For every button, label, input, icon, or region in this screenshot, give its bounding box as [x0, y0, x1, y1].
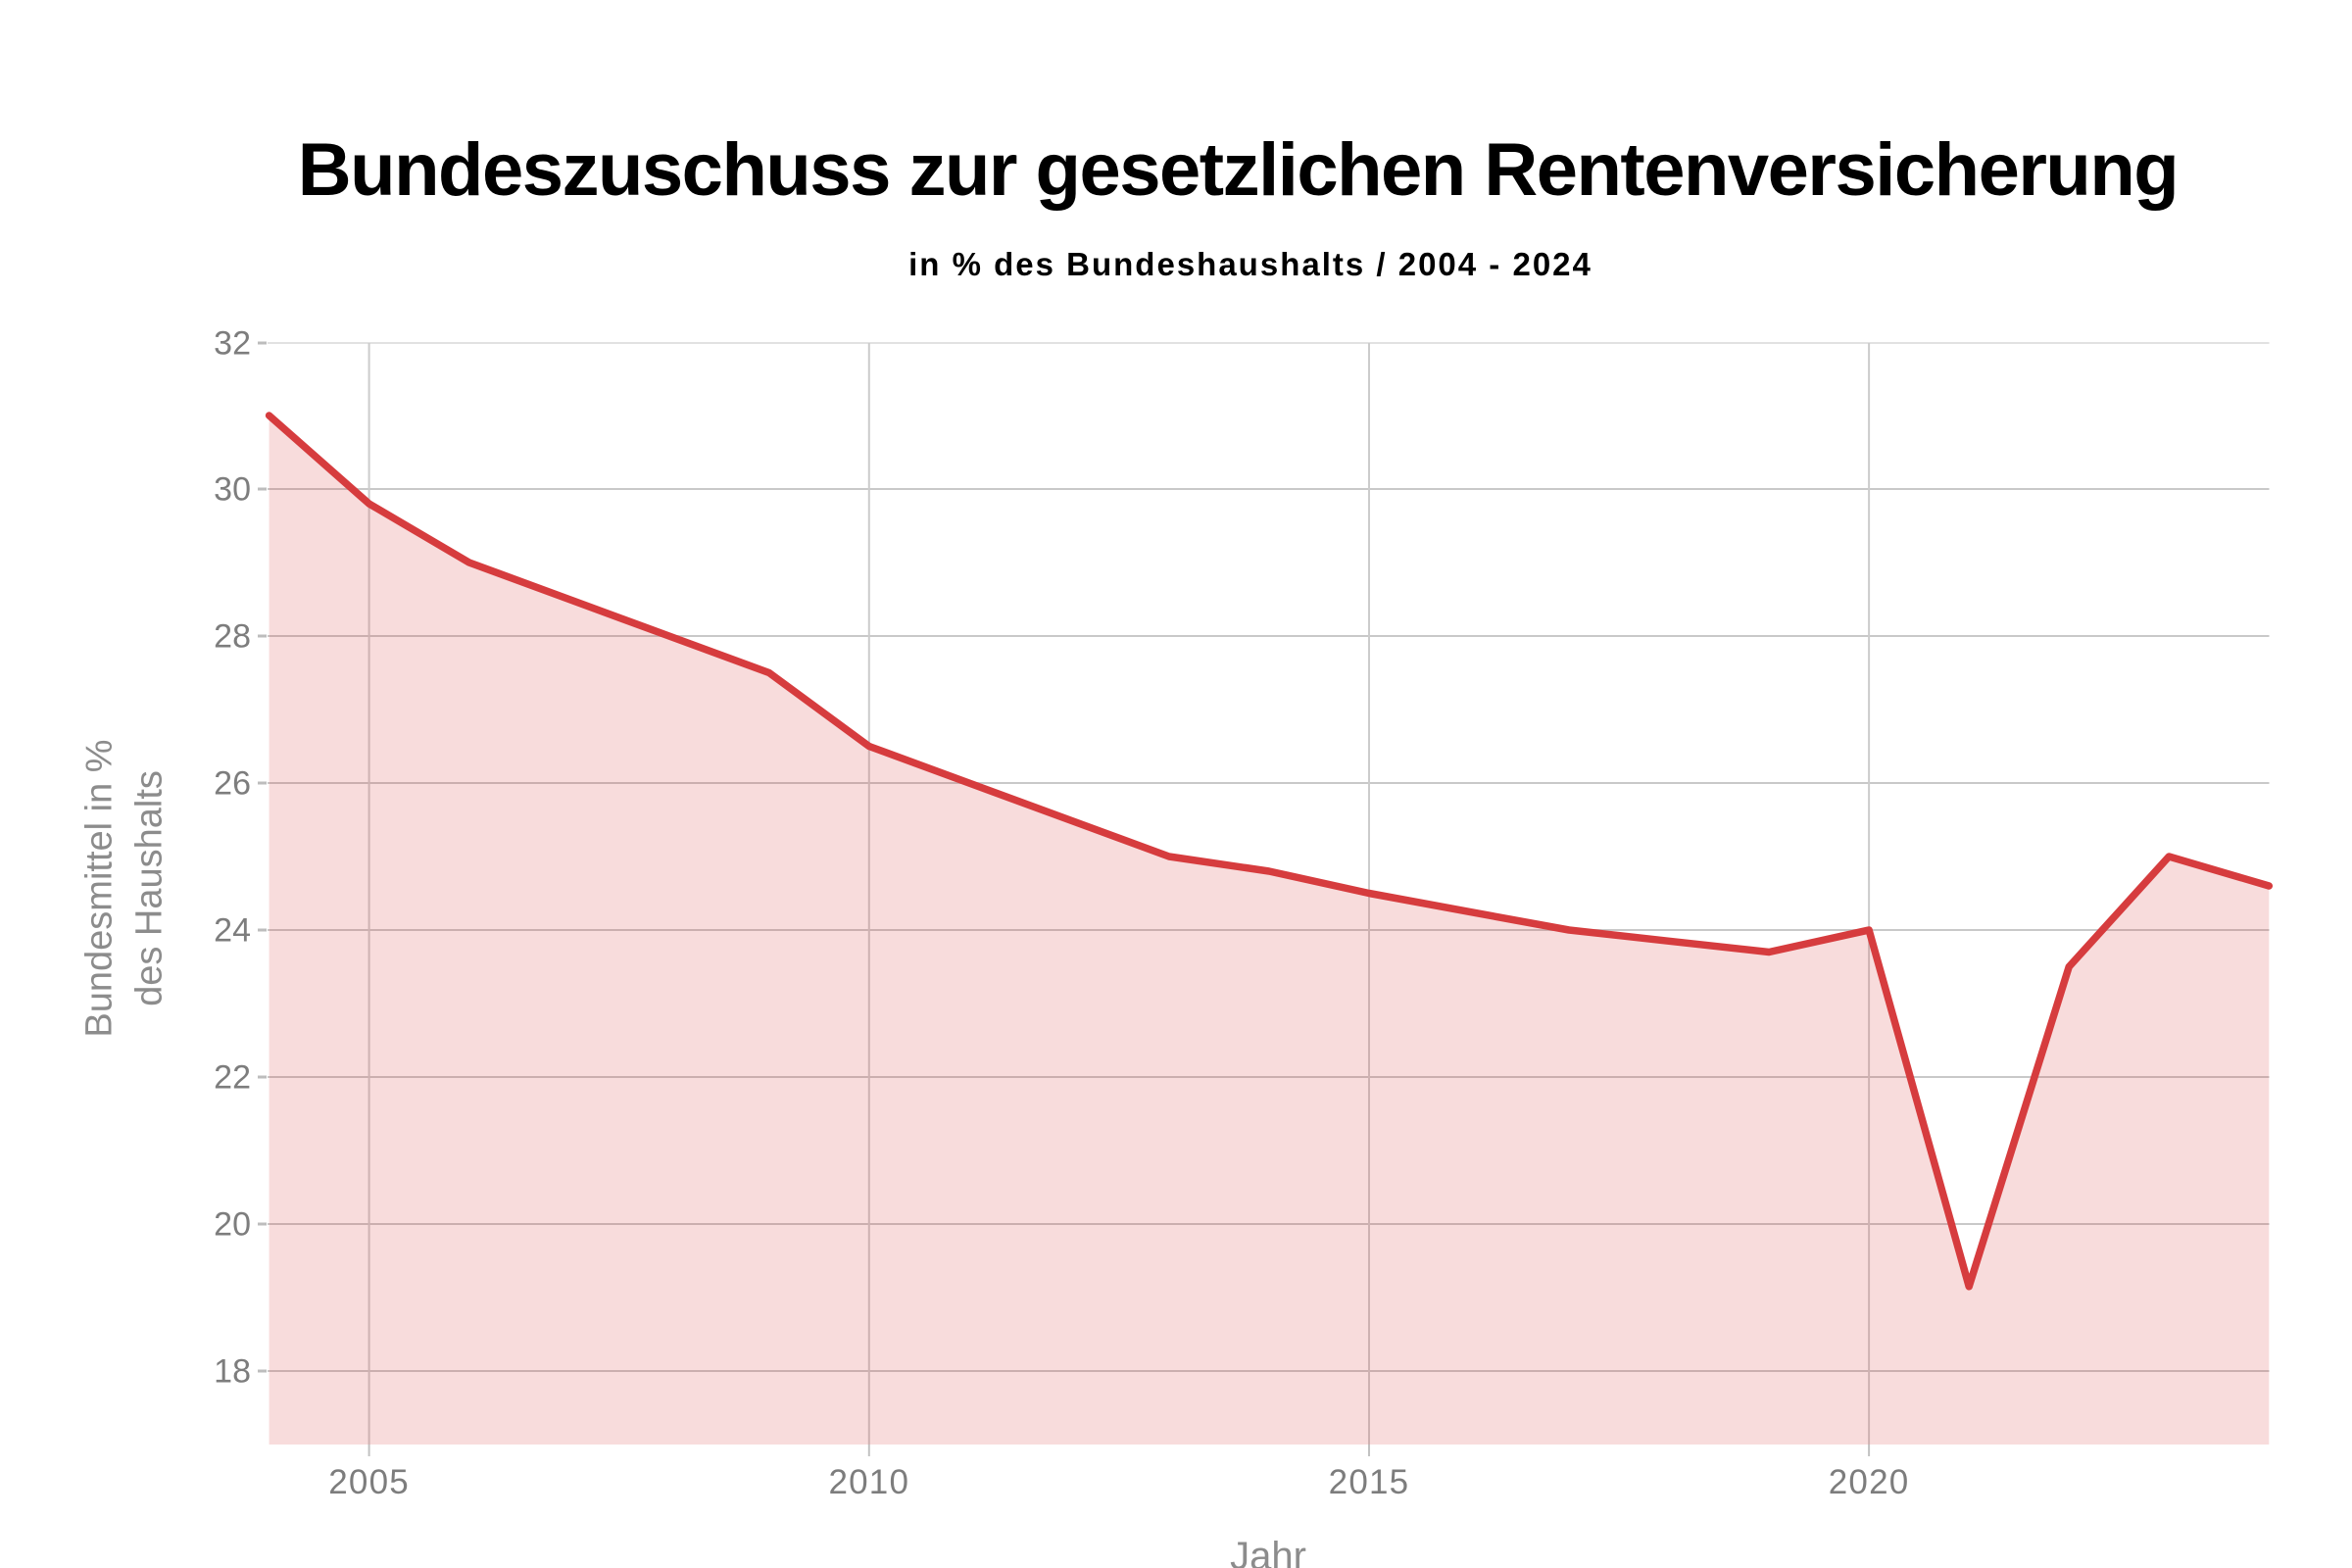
svg-text:2015: 2015 [1329, 1463, 1410, 1501]
svg-text:24: 24 [214, 912, 251, 950]
svg-text:18: 18 [214, 1353, 251, 1391]
svg-text:22: 22 [214, 1059, 251, 1097]
svg-text:2020: 2020 [1829, 1463, 1910, 1501]
svg-text:2005: 2005 [328, 1463, 410, 1501]
svg-text:30: 30 [214, 471, 251, 509]
svg-text:Jahr: Jahr [1230, 1535, 1306, 1568]
svg-text:Bundeszuschuss zur gesetzliche: Bundeszuschuss zur gesetzlichen Rentenve… [298, 128, 2178, 212]
svg-text:28: 28 [214, 618, 251, 656]
svg-text:32: 32 [214, 325, 251, 363]
svg-text:Bundesmittel in %: Bundesmittel in % [79, 739, 121, 1037]
svg-text:in % des Bundeshaushalts / 200: in % des Bundeshaushalts / 2004 - 2024 [908, 246, 1592, 282]
svg-text:des Haushalts: des Haushalts [128, 770, 170, 1006]
svg-text:2010: 2010 [828, 1463, 909, 1501]
svg-text:20: 20 [214, 1206, 251, 1244]
svg-text:26: 26 [214, 765, 251, 803]
